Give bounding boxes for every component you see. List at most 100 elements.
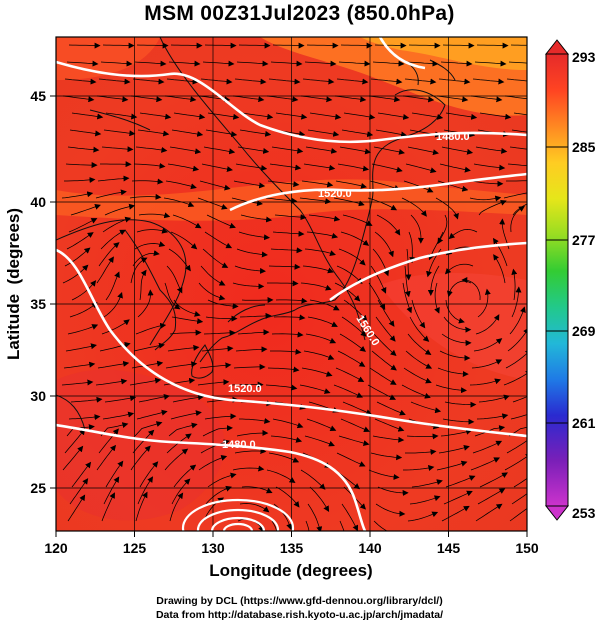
streamline bbox=[132, 78, 165, 85]
streamline bbox=[435, 384, 467, 394]
streamline bbox=[101, 319, 130, 335]
streamline bbox=[270, 435, 303, 443]
streamline bbox=[436, 460, 468, 471]
streamline bbox=[409, 495, 441, 505]
streamline bbox=[234, 78, 267, 85]
streamline bbox=[239, 312, 272, 319]
streamline bbox=[235, 163, 268, 171]
streamline bbox=[135, 491, 148, 522]
streamline bbox=[235, 346, 268, 353]
streamline bbox=[202, 248, 229, 268]
streamline bbox=[470, 95, 503, 103]
streamline bbox=[368, 469, 400, 480]
streamline bbox=[205, 315, 238, 322]
streamline bbox=[236, 248, 268, 258]
streamline bbox=[301, 180, 334, 188]
streamline bbox=[434, 282, 440, 314]
streamline bbox=[68, 218, 98, 233]
streamline bbox=[303, 163, 336, 171]
streamline bbox=[401, 197, 427, 217]
streamline bbox=[207, 299, 239, 310]
streamline bbox=[267, 366, 300, 373]
data-credit: Data from http://database.rish.kyoto-u.a… bbox=[155, 609, 444, 621]
streamline bbox=[268, 452, 300, 463]
streamline bbox=[275, 486, 300, 508]
streamline bbox=[241, 112, 274, 120]
streamline bbox=[478, 199, 507, 216]
streamline bbox=[102, 42, 135, 49]
colorbar-scale bbox=[545, 53, 569, 507]
streamline bbox=[69, 478, 89, 505]
streamline bbox=[299, 197, 332, 205]
streamline bbox=[479, 112, 512, 120]
streamline bbox=[267, 280, 299, 287]
streamline bbox=[272, 42, 305, 49]
streamline bbox=[302, 265, 334, 274]
axis-ticks bbox=[50, 95, 528, 537]
streamline bbox=[377, 299, 395, 327]
streamline bbox=[139, 112, 172, 120]
streamline bbox=[461, 277, 481, 301]
streamline bbox=[472, 440, 503, 454]
streamline bbox=[66, 60, 99, 67]
streamline bbox=[200, 265, 226, 286]
streamline bbox=[170, 231, 198, 250]
streamline bbox=[377, 112, 410, 120]
streamline bbox=[70, 203, 101, 216]
streamline bbox=[300, 469, 326, 490]
streamline bbox=[134, 421, 163, 437]
x-tick-label: 145 bbox=[437, 540, 461, 556]
streamline bbox=[96, 95, 129, 103]
streamline bbox=[65, 162, 98, 169]
streamline bbox=[239, 503, 270, 513]
streamline bbox=[440, 60, 473, 67]
streamline bbox=[268, 78, 301, 85]
streamline bbox=[173, 112, 206, 120]
y-tick-label: 35 bbox=[30, 296, 46, 312]
streamline bbox=[309, 486, 330, 512]
streamline bbox=[306, 231, 339, 239]
streamline bbox=[165, 180, 197, 190]
streamline bbox=[476, 42, 509, 49]
streamline bbox=[61, 191, 94, 199]
streamline bbox=[136, 42, 169, 49]
streamline bbox=[198, 282, 226, 301]
streamline bbox=[406, 60, 439, 67]
streamline bbox=[131, 360, 164, 369]
contour-label-1480-north: 1480.0 bbox=[436, 131, 470, 143]
streamline bbox=[475, 146, 508, 154]
streamline bbox=[369, 367, 397, 385]
streamline bbox=[403, 465, 435, 471]
streamline bbox=[67, 146, 100, 153]
streamline bbox=[405, 248, 412, 281]
streamline bbox=[304, 60, 337, 67]
streamline bbox=[272, 418, 304, 429]
streamline bbox=[404, 78, 437, 85]
streamline bbox=[137, 129, 170, 137]
streamline bbox=[309, 112, 342, 120]
streamline bbox=[239, 129, 272, 137]
streamline bbox=[374, 418, 405, 432]
streamline bbox=[370, 78, 403, 85]
streamline bbox=[442, 42, 475, 49]
streamline bbox=[341, 316, 367, 337]
streamline bbox=[275, 112, 308, 120]
streamline bbox=[102, 411, 135, 420]
streamline bbox=[376, 214, 401, 236]
streamline bbox=[375, 503, 406, 517]
streamline bbox=[231, 381, 264, 388]
streamline bbox=[440, 428, 473, 437]
streamline bbox=[207, 472, 237, 488]
x-tick-label: 130 bbox=[201, 540, 225, 556]
streamline bbox=[411, 112, 444, 120]
streamline bbox=[170, 42, 203, 49]
streamline bbox=[166, 265, 183, 294]
streamline bbox=[234, 265, 266, 274]
streamline bbox=[370, 265, 387, 294]
streamline bbox=[202, 60, 235, 67]
streamline bbox=[169, 146, 202, 155]
streamline bbox=[305, 520, 310, 531]
streamline bbox=[512, 203, 527, 216]
streamline bbox=[164, 282, 181, 310]
streamline bbox=[511, 129, 527, 133]
